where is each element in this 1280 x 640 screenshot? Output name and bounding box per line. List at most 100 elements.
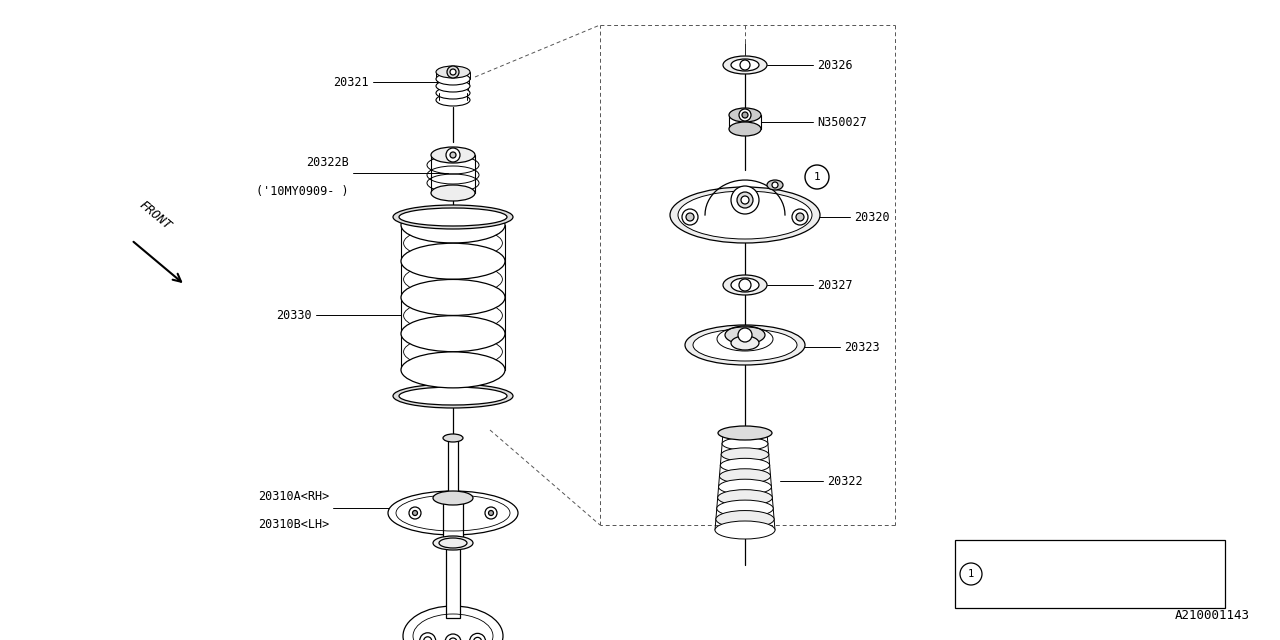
Ellipse shape: [403, 227, 503, 259]
Text: 20310B<LH>: 20310B<LH>: [257, 518, 329, 531]
Ellipse shape: [721, 458, 769, 472]
Ellipse shape: [401, 280, 506, 316]
Circle shape: [686, 213, 694, 221]
Ellipse shape: [730, 108, 762, 122]
Text: 20310A<RH>: 20310A<RH>: [257, 490, 329, 503]
Circle shape: [796, 213, 804, 221]
Ellipse shape: [723, 275, 767, 295]
Ellipse shape: [716, 511, 774, 528]
Ellipse shape: [730, 122, 762, 136]
Ellipse shape: [443, 434, 463, 442]
Circle shape: [740, 60, 750, 70]
Ellipse shape: [436, 66, 470, 78]
Circle shape: [792, 209, 808, 225]
Circle shape: [742, 112, 748, 118]
Ellipse shape: [401, 243, 506, 279]
Ellipse shape: [723, 56, 767, 74]
Text: (’11MY1103- ): (’11MY1103- ): [1112, 586, 1194, 596]
Ellipse shape: [443, 494, 463, 502]
Circle shape: [682, 209, 698, 225]
Ellipse shape: [721, 448, 769, 461]
Ellipse shape: [433, 491, 474, 505]
Ellipse shape: [716, 521, 774, 539]
Ellipse shape: [401, 207, 506, 243]
Text: N350013: N350013: [1012, 552, 1056, 562]
Circle shape: [445, 634, 461, 640]
Ellipse shape: [436, 87, 470, 99]
Ellipse shape: [685, 325, 805, 365]
Ellipse shape: [731, 278, 759, 292]
Circle shape: [451, 69, 456, 75]
Bar: [448, 438, 458, 498]
Ellipse shape: [731, 59, 759, 71]
Text: 20327: 20327: [817, 278, 852, 291]
Circle shape: [739, 109, 751, 121]
Ellipse shape: [719, 468, 771, 483]
Ellipse shape: [403, 263, 503, 296]
Bar: [955, 540, 1225, 608]
Ellipse shape: [718, 426, 772, 440]
Circle shape: [420, 633, 435, 640]
Text: FRONT: FRONT: [137, 198, 174, 232]
Ellipse shape: [399, 208, 507, 226]
Circle shape: [447, 66, 460, 78]
Text: 1: 1: [814, 172, 820, 182]
Text: 20320: 20320: [854, 211, 890, 223]
Ellipse shape: [431, 185, 475, 201]
Ellipse shape: [718, 479, 772, 495]
Circle shape: [737, 192, 753, 208]
Text: ( -’11MY1103): ( -’11MY1103): [1112, 552, 1194, 562]
Circle shape: [470, 634, 485, 640]
Circle shape: [772, 182, 778, 188]
Text: A210001143: A210001143: [1175, 609, 1251, 622]
Circle shape: [731, 186, 759, 214]
Ellipse shape: [439, 538, 467, 548]
Text: 1: 1: [968, 569, 974, 579]
Ellipse shape: [723, 427, 767, 439]
Ellipse shape: [433, 536, 474, 550]
Ellipse shape: [717, 500, 773, 516]
Ellipse shape: [436, 94, 470, 106]
Text: 20321: 20321: [333, 76, 369, 88]
Ellipse shape: [393, 205, 513, 229]
Ellipse shape: [388, 491, 518, 535]
Ellipse shape: [669, 187, 820, 243]
Circle shape: [805, 165, 829, 189]
Ellipse shape: [401, 316, 506, 351]
Text: N350028: N350028: [1012, 586, 1056, 596]
Ellipse shape: [436, 80, 470, 92]
Ellipse shape: [692, 329, 797, 361]
Circle shape: [410, 507, 421, 519]
Text: 20322B: 20322B: [306, 156, 349, 169]
Circle shape: [739, 328, 753, 342]
Ellipse shape: [767, 180, 783, 190]
Ellipse shape: [431, 147, 475, 163]
Text: N350027: N350027: [817, 115, 867, 129]
Circle shape: [445, 148, 460, 162]
Text: 20322: 20322: [827, 474, 863, 488]
Ellipse shape: [403, 300, 503, 332]
Ellipse shape: [403, 606, 503, 640]
Ellipse shape: [436, 73, 470, 85]
Ellipse shape: [399, 387, 507, 405]
Text: ('10MY0909- ): ('10MY0909- ): [256, 185, 349, 198]
Ellipse shape: [731, 336, 759, 350]
Circle shape: [739, 279, 751, 291]
Circle shape: [960, 563, 982, 585]
Circle shape: [451, 152, 456, 158]
Ellipse shape: [724, 326, 765, 344]
Ellipse shape: [678, 191, 812, 239]
Circle shape: [741, 196, 749, 204]
Bar: [445, 543, 460, 618]
Ellipse shape: [718, 490, 772, 506]
Bar: [443, 498, 463, 543]
Ellipse shape: [401, 352, 506, 388]
Circle shape: [412, 511, 417, 515]
Text: 20330: 20330: [276, 308, 312, 321]
Circle shape: [489, 511, 494, 515]
Ellipse shape: [393, 384, 513, 408]
Ellipse shape: [722, 438, 768, 450]
Text: 20323: 20323: [844, 340, 879, 353]
Text: 20326: 20326: [817, 58, 852, 72]
Ellipse shape: [403, 335, 503, 368]
